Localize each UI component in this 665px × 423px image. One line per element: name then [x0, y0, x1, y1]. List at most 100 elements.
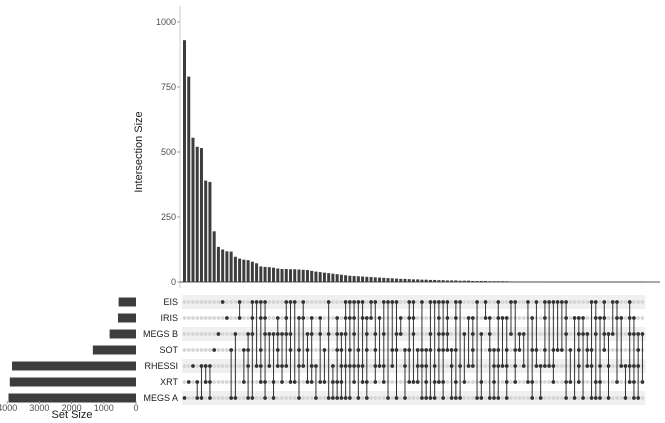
matrix-dot-empty [233, 316, 238, 320]
matrix-dot-empty [195, 332, 200, 336]
intersection-bar [331, 273, 335, 282]
set-size-bar [8, 393, 136, 403]
matrix-dot-empty [212, 396, 217, 400]
matrix-dot-empty [331, 316, 335, 320]
matrix-dot-empty [199, 300, 204, 304]
intersection-bar [310, 270, 314, 282]
matrix-dot-filled [186, 380, 191, 384]
matrix-dot-empty [390, 380, 395, 384]
matrix-dot-empty [555, 364, 560, 368]
intersection-tick-label: 750 [161, 82, 176, 92]
intersection-bar [183, 40, 186, 283]
matrix-dot-empty [225, 364, 229, 368]
matrix-dot-empty [280, 396, 284, 400]
matrix-dot-empty [195, 300, 200, 304]
set-name-label: XRT [160, 377, 178, 387]
matrix-dot-empty [275, 300, 280, 304]
intersection-bar [598, 281, 602, 283]
matrix-dot-empty [576, 396, 581, 400]
matrix-dot-empty [462, 300, 467, 304]
matrix-dot-empty [267, 300, 272, 304]
intersection-bar [607, 281, 610, 283]
matrix-dot-empty [449, 300, 454, 304]
matrix-dot-empty [403, 332, 407, 336]
matrix-dot-empty [309, 300, 314, 304]
matrix-dot-empty [229, 316, 234, 320]
matrix-dot-empty [254, 380, 259, 384]
matrix-dot-empty [398, 396, 403, 400]
matrix-dot-empty [619, 300, 624, 304]
matrix-dot-empty [462, 396, 467, 400]
matrix-dot-empty [466, 300, 471, 304]
matrix-dot-empty [576, 300, 581, 304]
matrix-dot-empty [381, 396, 386, 400]
matrix-dot-empty [483, 332, 488, 336]
matrix-dot-empty [309, 396, 314, 400]
intersection-bar [386, 278, 390, 282]
intersection-bar [628, 281, 632, 283]
intersection-bar [289, 269, 292, 282]
matrix-dot-empty [530, 300, 535, 304]
intersection-bar [199, 148, 203, 282]
matrix-dot-empty [559, 396, 564, 400]
matrix-dot-empty [220, 380, 225, 384]
intersection-bar [539, 281, 543, 283]
intersection-bar [441, 280, 445, 282]
matrix-dot-empty [606, 316, 611, 320]
intersection-bar [238, 258, 242, 282]
intersection-bar [293, 269, 297, 282]
matrix-dot-empty [237, 380, 242, 384]
matrix-dot-empty [225, 300, 229, 304]
matrix-dot-empty [398, 348, 403, 352]
matrix-dot-empty [500, 300, 505, 304]
matrix-dot-empty [225, 396, 229, 400]
intersection-bar [327, 273, 331, 282]
matrix-dot-empty [241, 316, 246, 320]
matrix-dot-empty [322, 316, 327, 320]
matrix-dot-empty [627, 396, 632, 400]
matrix-dot-empty [521, 380, 526, 384]
matrix-dot-empty [568, 332, 573, 336]
matrix-dot-empty [377, 300, 382, 304]
matrix-dot-filled [212, 348, 217, 352]
intersection-bar [250, 261, 254, 282]
matrix-dot-empty [424, 332, 429, 336]
matrix-dot-empty [191, 348, 195, 352]
matrix-dot-empty [377, 396, 382, 400]
intersection-bar [462, 280, 466, 282]
intersection-bar [229, 251, 233, 282]
intersection-bar [369, 277, 373, 282]
matrix-dot-empty [568, 316, 573, 320]
intersection-bar [204, 180, 208, 282]
intersection-bar [195, 146, 199, 282]
matrix-dot-empty [331, 300, 335, 304]
matrix-dot-empty [331, 332, 335, 336]
intersection-bar [428, 279, 432, 282]
intersection-bar [382, 277, 386, 282]
intersection-bar [411, 279, 415, 282]
matrix-dot-empty [585, 380, 590, 384]
matrix-dot-empty [182, 348, 187, 352]
matrix-dot-empty [191, 316, 195, 320]
matrix-dot-empty [267, 380, 272, 384]
matrix-dot-empty [424, 316, 429, 320]
matrix-dot-empty [547, 396, 552, 400]
matrix-dot-filled [220, 300, 225, 304]
matrix-dot-empty [182, 300, 187, 304]
intersection-bar [318, 272, 322, 282]
matrix-dot-empty [483, 380, 488, 384]
matrix-dot-empty [203, 300, 208, 304]
matrix-dot-empty [195, 364, 200, 368]
matrix-dot-empty [191, 332, 195, 336]
matrix-dot-empty [271, 316, 276, 320]
matrix-dot-empty [280, 300, 284, 304]
matrix-dot-empty [301, 396, 306, 400]
matrix-dot-empty [271, 300, 276, 304]
intersection-bar [568, 281, 572, 283]
intersection-bar [356, 276, 360, 282]
matrix-dot-empty [216, 316, 221, 320]
matrix-dot-empty [449, 332, 454, 336]
matrix-dot-empty [364, 300, 369, 304]
matrix-dot-empty [280, 316, 284, 320]
matrix-dot-empty [195, 316, 200, 320]
